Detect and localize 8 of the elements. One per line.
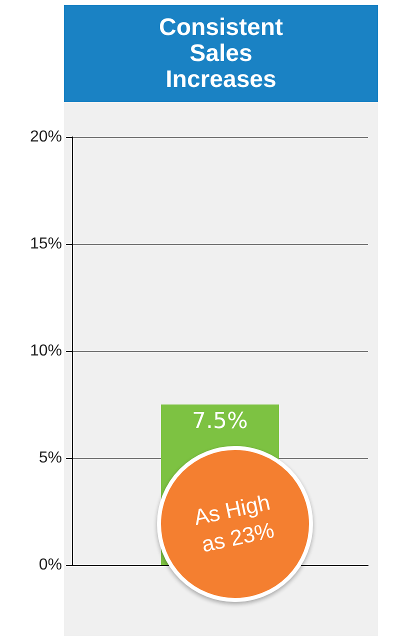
- chart-title: Consistent Sales Increases: [158, 14, 284, 92]
- data-label: 7.5%: [192, 409, 248, 434]
- y-tick-label: 5%: [38, 450, 62, 466]
- y-tick-label: 10%: [30, 342, 62, 360]
- y-tick-label: 15%: [30, 236, 62, 252]
- y-tick-label: 0%: [38, 556, 62, 574]
- y-tick-label: 20%: [30, 128, 62, 146]
- annotation: As High as 23%: [190, 488, 278, 560]
